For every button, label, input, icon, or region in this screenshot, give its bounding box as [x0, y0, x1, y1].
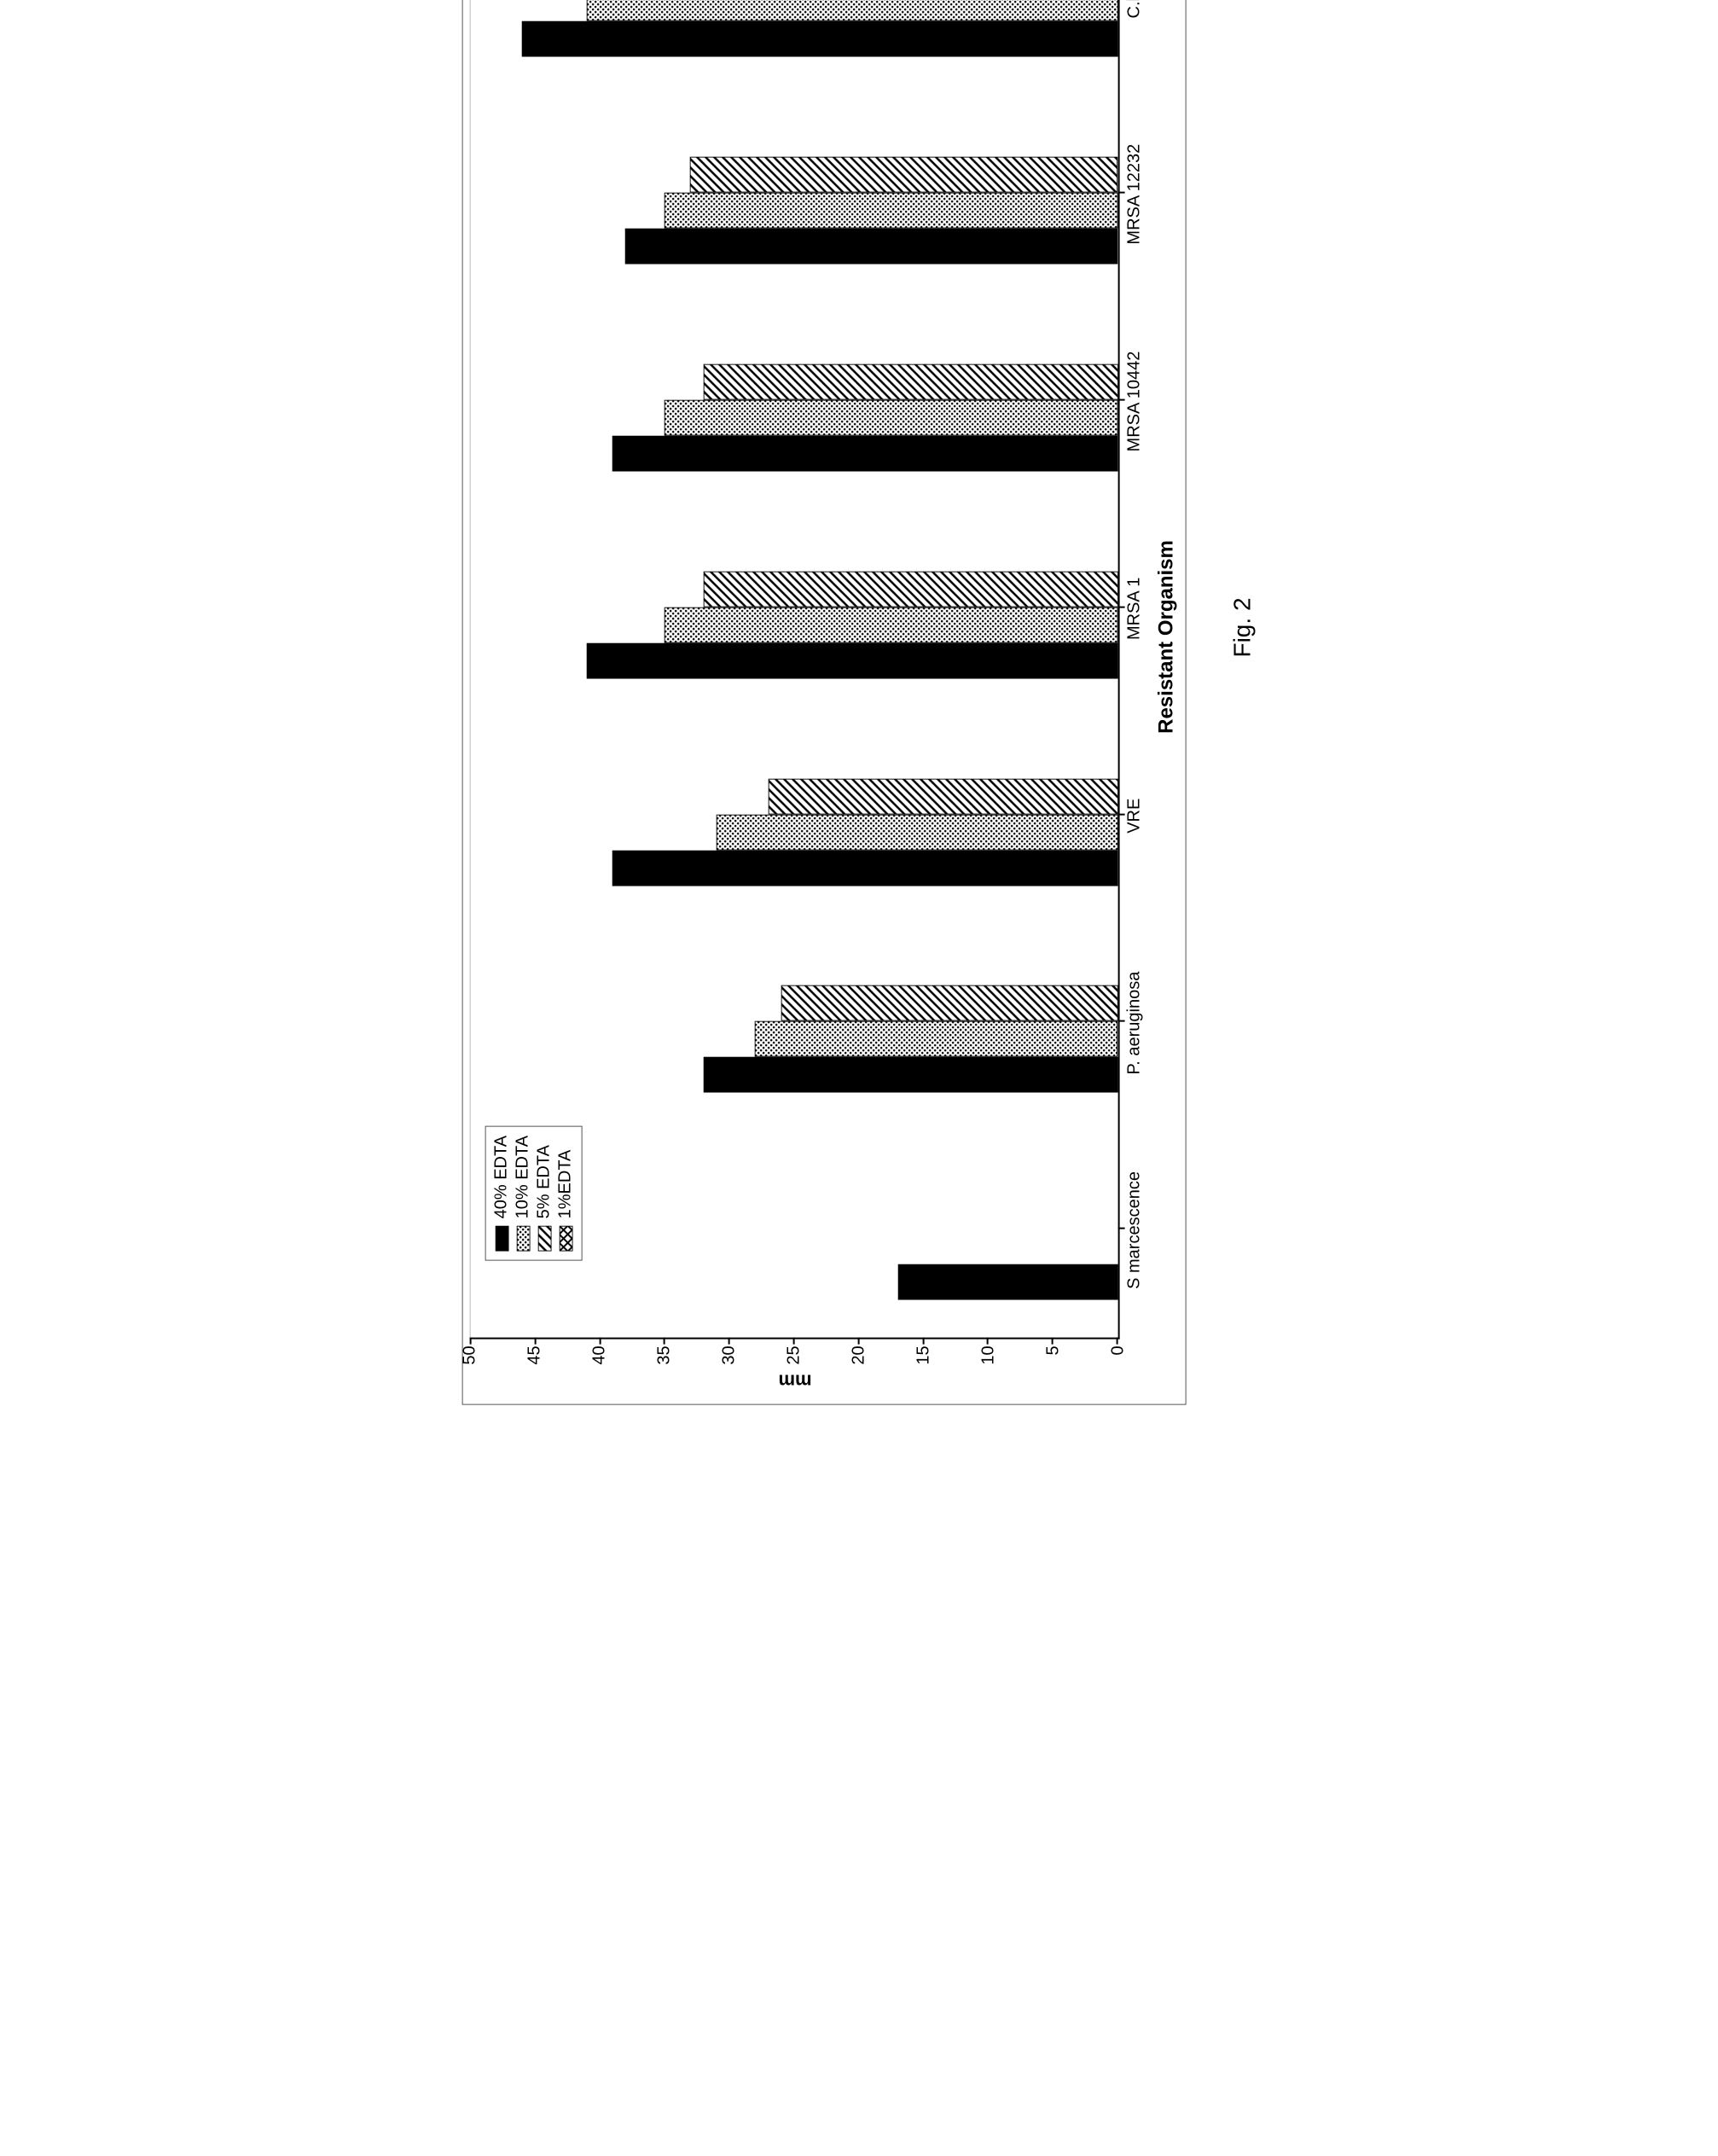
- bar: [586, 642, 1117, 678]
- legend-label: 5% EDTA: [535, 1145, 554, 1218]
- bar: [768, 778, 1117, 814]
- legend-swatch-icon: [537, 1225, 551, 1251]
- bar: [755, 1021, 1118, 1057]
- bar-group: [470, 503, 1118, 711]
- legend-label: 10% EDTA: [514, 1136, 533, 1218]
- y-axis-label: mm: [470, 1365, 1120, 1398]
- bar: [703, 571, 1117, 607]
- chart-left-column: mm 50454035302520151050: [470, 1339, 1120, 1397]
- legend-item: 10% EDTA: [513, 1136, 534, 1251]
- chart-outer-frame: mm 50454035302520151050 40% EDTA10% EDTA…: [462, 0, 1187, 1405]
- plot-wrap: 40% EDTA10% EDTA5% EDTA1%EDTA: [470, 0, 1120, 1339]
- bar: [625, 229, 1118, 264]
- bar: [586, 0, 1117, 21]
- bar: [703, 1057, 1117, 1093]
- legend-item: 40% EDTA: [491, 1136, 513, 1251]
- legend-swatch-icon: [559, 1225, 572, 1251]
- y-tick-marks: [470, 1337, 1118, 1344]
- legend-label: 1%EDTA: [556, 1150, 576, 1219]
- bar: [665, 193, 1118, 229]
- legend: 40% EDTA10% EDTA5% EDTA1%EDTA: [485, 1126, 583, 1260]
- bar: [665, 607, 1118, 642]
- legend-swatch-icon: [495, 1225, 508, 1251]
- legend-item: 1%EDTA: [555, 1136, 577, 1251]
- bar: [690, 157, 1118, 193]
- bar-group: [470, 89, 1118, 296]
- bar: [521, 21, 1117, 57]
- legend-item: 5% EDTA: [534, 1136, 555, 1251]
- bar-group: [470, 296, 1118, 503]
- bar: [781, 985, 1117, 1021]
- legend-swatch-icon: [516, 1225, 530, 1251]
- bar: [612, 850, 1118, 886]
- chart-inner: mm 50454035302520151050 40% EDTA10% EDTA…: [470, 0, 1120, 1398]
- bar: [665, 400, 1118, 436]
- bar-group: [470, 711, 1118, 918]
- bar-group: [470, 0, 1118, 89]
- plot-area: 40% EDTA10% EDTA5% EDTA1%EDTA: [470, 0, 1118, 1337]
- page: mm 50454035302520151050 40% EDTA10% EDTA…: [17, 17, 1701, 1238]
- x-tick-marks: [1118, 0, 1125, 1337]
- x-axis-title: Resistant Organism: [1145, 0, 1179, 1398]
- bar: [703, 364, 1117, 400]
- legend-label: 40% EDTA: [492, 1136, 512, 1218]
- bar-group: [470, 918, 1118, 1125]
- rotated-chart-wrap: mm 50454035302520151050 40% EDTA10% EDTA…: [462, 0, 1257, 1405]
- bar: [612, 436, 1118, 472]
- bar: [716, 814, 1117, 850]
- figure-caption: Fig. 2: [1229, 0, 1257, 1405]
- bar: [897, 1264, 1117, 1300]
